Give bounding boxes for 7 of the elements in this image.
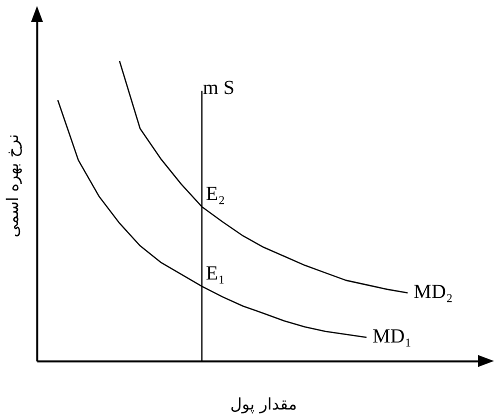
series-label: MD₁ bbox=[372, 326, 412, 348]
x-axis-title: مقدار پول bbox=[230, 394, 297, 414]
annotation: E₂ bbox=[206, 182, 226, 205]
series-label: MD₂ bbox=[414, 281, 453, 304]
annotation: m S bbox=[202, 77, 235, 100]
y-axis-title: نرخ بهره اسمی bbox=[2, 134, 22, 238]
annotation: E₁ bbox=[206, 262, 226, 285]
